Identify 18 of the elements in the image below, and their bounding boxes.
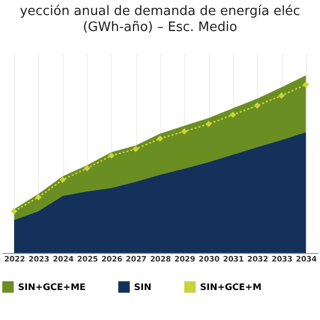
point <box>132 146 139 152</box>
point <box>205 120 212 128</box>
point <box>181 128 188 135</box>
legend-label: SIN <box>134 283 152 293</box>
point <box>84 165 90 172</box>
legend-label: SIN+GCE+M <box>200 283 262 293</box>
point <box>302 81 310 88</box>
point <box>230 112 236 118</box>
point <box>10 208 18 214</box>
point <box>35 194 42 200</box>
point <box>254 102 260 109</box>
legend-label: SIN+GCE+ME <box>18 283 86 293</box>
chart-title: yección anual de demanda de energía eléc <box>20 4 300 19</box>
point <box>156 135 164 142</box>
point <box>108 152 115 159</box>
point <box>60 176 66 183</box>
point <box>278 92 285 99</box>
chart-subtitle: (GWh-año) – Esc. Medio <box>82 20 238 35</box>
